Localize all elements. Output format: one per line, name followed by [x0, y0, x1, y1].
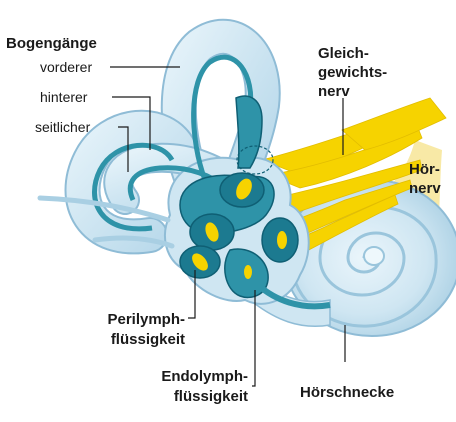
label-semicircular-canals: Bogengänge [6, 35, 97, 52]
label-vestibular-nerve: Gleich- gewichts- nerv [318, 44, 387, 101]
label-cochlear-nerve: Hör- nerv [409, 160, 441, 198]
label-perilymph-line1: Perilymph- [107, 311, 185, 328]
vestibular-nerve [228, 97, 447, 271]
label-cochlea: Hörschnecke [300, 384, 395, 401]
label-endolymph-line1: Endolymph- [161, 368, 248, 385]
label-endolymph-line2: flüssigkeit [173, 388, 248, 405]
label-cochlear-nerve-line1: Hör- [409, 161, 440, 178]
label-vestibular-nerve-line3: nerv [318, 83, 350, 100]
label-perilymph-line2: flüssigkeit [110, 331, 185, 348]
stapes-stick [37, 195, 171, 223]
membranous-labyrinth [91, 54, 331, 310]
label-cochlear-nerve-line2: nerv [409, 180, 441, 197]
label-lateral: seitlicher [35, 119, 91, 135]
leader-lines [110, 66, 346, 387]
label-vestibular-nerve-line2: gewichts- [318, 64, 388, 81]
label-posterior: hinterer [40, 89, 88, 105]
label-anterior: vorderer [40, 59, 93, 75]
label-endolymph: Endolymph- flüssigkeit [130, 367, 248, 407]
label-vestibular-nerve-line1: Gleich- [318, 45, 369, 62]
label-perilymph: Perilymph- flüssigkeit [70, 310, 185, 350]
